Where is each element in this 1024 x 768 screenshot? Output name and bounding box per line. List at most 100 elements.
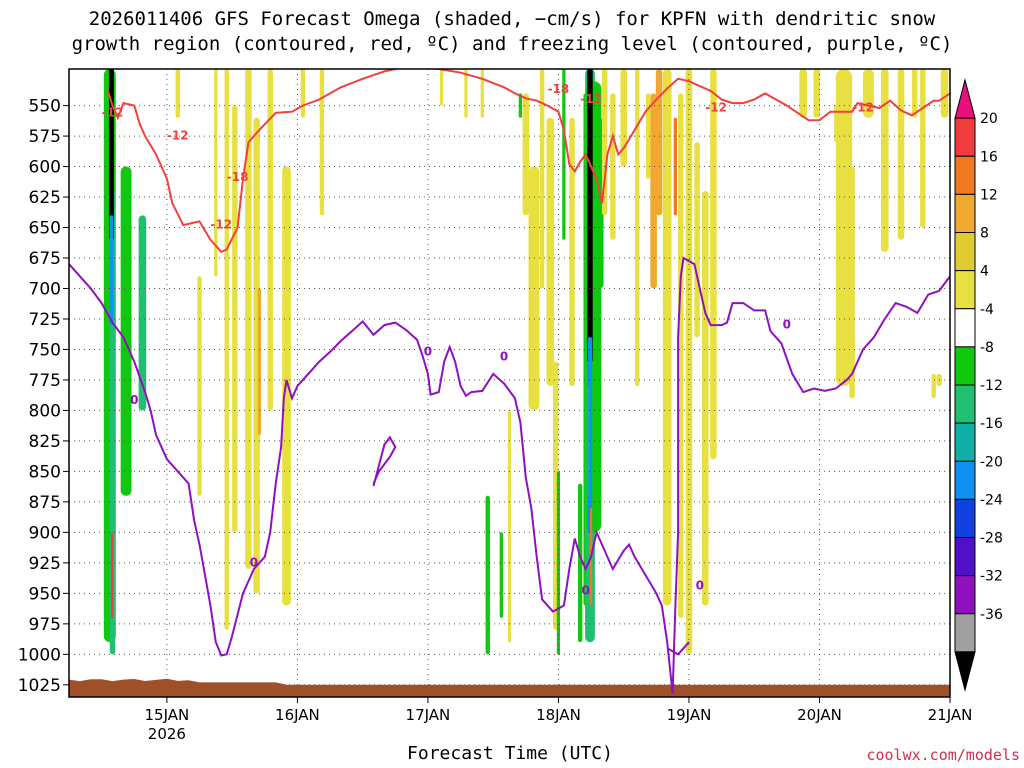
dgz-contour-label: -12 (705, 101, 727, 115)
y-tick-label: 900 (29, 523, 61, 543)
dgz-contour-label: -12 (167, 129, 189, 143)
colorbar-label: 12 (980, 187, 998, 203)
chart-title-line-1: 2026011406 GFS Forecast Omega (shaded, −… (88, 8, 936, 30)
colorbar-label: 8 (980, 226, 989, 242)
x-tick-label: 16JAN (275, 706, 320, 724)
chart-title-line-2: growth region (contoured, red, ºC) and f… (71, 33, 953, 55)
y-tick-label: 575 (29, 127, 61, 147)
colorbar-swatch (954, 460, 976, 500)
omega-streak-38 (620, 69, 627, 167)
colorbar-label: 20 (980, 111, 998, 127)
x-tick-label: 17JAN (406, 706, 451, 724)
omega-streak-16 (439, 69, 444, 106)
omega-streak-2 (120, 166, 132, 496)
omega-streak-22 (518, 93, 523, 118)
omega-streak-44 (673, 117, 677, 216)
freezing-contour-label: 0 (500, 349, 508, 363)
colorbar-swatch (954, 193, 976, 233)
terrain-ground (69, 678, 950, 697)
freezing-contour-label: 0 (581, 583, 589, 597)
freezing-contour-label: 0 (130, 393, 138, 407)
omega-streak-18 (480, 69, 484, 118)
omega-core-3 (587, 69, 593, 362)
dgz-contour-label: -12 (210, 218, 232, 232)
y-tick-label: 750 (29, 340, 61, 360)
omega-streak-4 (175, 69, 180, 118)
omega-streak-45 (678, 93, 684, 618)
plot-frame (68, 68, 951, 698)
y-tick-label: 800 (29, 401, 61, 421)
y-tick-label: 875 (29, 493, 61, 513)
dgz-contour-label: -12 (852, 101, 874, 115)
x-tick-label: 18JAN (536, 706, 581, 724)
omega-streak-48 (702, 190, 709, 606)
colorbar-swatch (954, 422, 976, 462)
y-tick-label: 625 (29, 188, 61, 208)
colorbar-label: -36 (980, 607, 1003, 623)
omega-core-5 (586, 386, 590, 496)
x-tick-label: 15JAN (145, 706, 190, 724)
omega-streak-40 (646, 93, 651, 179)
colorbar-swatch (954, 308, 976, 348)
colorbar: 20 16 12 8 4 -4 -8 -12 -16 -20 -24 -28 -32 -36 (954, 78, 1003, 692)
colorbar-label: 16 (980, 149, 998, 165)
omega-streak-60 (940, 69, 949, 118)
freezing-level-contour-loop (372, 435, 397, 487)
omega-streak-56 (880, 69, 889, 252)
omega-streak-58 (911, 69, 918, 118)
colorbar-label: -32 (980, 569, 1003, 585)
y-tick-label: 600 (29, 158, 61, 178)
omega-streak-50 (799, 69, 807, 118)
colorbar-label: -8 (980, 340, 994, 356)
x-tick-label: 21JAN (928, 706, 973, 724)
freezing-level-contour-tail (666, 641, 690, 656)
freezing-level-contour-line (69, 263, 674, 694)
colorbar-bottom-arrow (954, 651, 976, 692)
dgz-contour-line (106, 69, 950, 254)
omega-streak-42 (655, 69, 663, 216)
y-tick-label: 675 (29, 249, 61, 269)
y-tick-label: 1025 (18, 676, 61, 696)
omega-streak-6 (214, 69, 218, 277)
y-tick-label: 775 (29, 371, 61, 391)
x-tick-label: 19JAN (667, 706, 712, 724)
colorbar-swatch (954, 346, 976, 386)
colorbar-swatch (954, 498, 976, 538)
y-tick-label: 725 (29, 310, 61, 330)
omega-streak-54 (849, 166, 855, 399)
omega-streak-9 (245, 69, 252, 569)
source-credit: coolwx.com/models (866, 746, 1020, 764)
omega-streak-39 (635, 69, 640, 387)
omega-streak-20 (499, 532, 503, 618)
colorbar-label: -24 (980, 492, 1003, 508)
omega-streak-3 (138, 215, 147, 411)
colorbar-label: -12 (980, 378, 1003, 394)
omega-streak-49 (710, 69, 717, 460)
omega-streak-46 (685, 69, 693, 655)
y-tick-label: 700 (29, 279, 61, 299)
omega-streak-12 (267, 69, 273, 411)
omega-core-1 (109, 215, 114, 326)
omega-streak-7 (224, 69, 229, 630)
y-tick-label: 825 (29, 432, 61, 452)
omega-core-2 (110, 532, 114, 618)
omega-core-0 (108, 69, 114, 240)
omega-streak-10 (253, 117, 260, 594)
dgz-contour-label: -18 (227, 170, 249, 184)
omega-streak-51 (813, 69, 821, 118)
omega-streak-30 (569, 117, 575, 387)
colorbar-swatch (954, 155, 976, 195)
colorbar-swatch (954, 613, 976, 653)
freezing-contour-label: 0 (696, 579, 704, 593)
x-axis-title: Forecast Time (UTC) (407, 743, 613, 764)
colorbar-swatch (954, 537, 976, 577)
plot-area: -12 -12 -18 -12 -18 -12 -12 -12 0 0 0 0 0 0 0 (69, 69, 950, 697)
omega-streak-37 (610, 93, 616, 240)
colorbar-label: -4 (980, 302, 994, 318)
omega-streak-14 (300, 69, 306, 118)
omega-streak-41 (650, 93, 657, 289)
y-tick-label: 925 (29, 554, 61, 574)
omega-streak-21 (507, 410, 512, 643)
colorbar-swatch (954, 117, 976, 157)
